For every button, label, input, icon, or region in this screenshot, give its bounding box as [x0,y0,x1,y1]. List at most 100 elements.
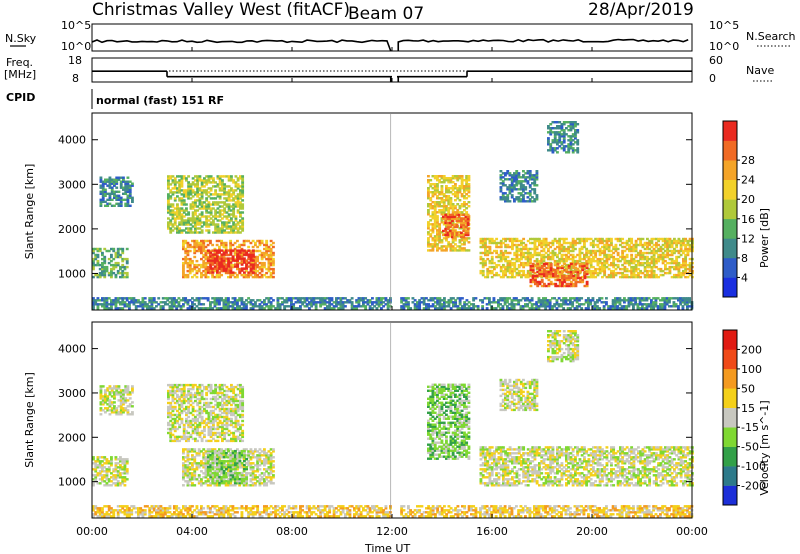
echo-cell [493,261,496,265]
echo-cell [652,307,656,310]
echo-cell [684,253,688,257]
echo-cell [589,301,593,304]
echo-cell [238,245,242,249]
echo-cell [553,135,557,138]
echo-cell [218,227,222,230]
echo-cell [184,241,188,245]
echo-cell [632,305,635,308]
echo-cell [650,269,654,273]
echo-cell [436,245,439,248]
echo-cell [236,239,239,243]
echo-cell [131,198,134,202]
echo-cell [553,141,557,144]
echo-cell [589,269,593,273]
echo-cell [197,267,201,271]
echo-cell [682,261,685,265]
echo-cell [522,174,525,177]
echo-cell [571,239,575,243]
echo-cell [178,231,182,234]
echo-cell [107,257,111,261]
echo-cell [249,307,253,310]
echo-cell [447,177,451,180]
echo-cell [578,257,582,261]
echo-cell [170,297,174,300]
echo-cell [236,253,240,256]
echo-cell [442,217,445,221]
echo-cell [529,259,532,263]
echo-cell [276,297,280,300]
echo-cell [574,133,577,136]
echo-cell [675,273,679,277]
echo-cell [508,261,512,265]
echo-cell [222,259,226,262]
echo-cell [209,259,213,262]
echo-cell [571,257,575,261]
echo-cell [232,229,236,232]
echo-cell [574,243,577,247]
echo-cell [256,305,260,308]
echo-cell [197,241,201,245]
echo-cell [560,249,564,253]
echo-cell [625,253,629,257]
echo-cell [429,245,433,248]
echo-cell [571,303,575,306]
echo-cell [679,263,683,267]
echo-cell [323,303,327,306]
echo-cell [225,263,228,266]
echo-cell [560,129,564,132]
echo-cell [510,180,514,183]
echo-cell [276,305,280,308]
echo-cell [252,265,255,268]
echo-cell [194,209,197,212]
echo-cell [206,299,210,302]
echo-cell [283,299,287,302]
echo-cell [123,275,127,279]
echo-cell [294,307,298,310]
echo-cell [258,299,262,302]
echo-cell [218,249,222,252]
echo-cell [223,221,227,224]
echo-cell [436,183,439,186]
echo-cell [634,255,638,259]
echo-cell [517,192,521,195]
echo-cell [605,255,609,259]
echo-cell [453,215,457,219]
echo-cell [218,255,221,259]
echo-cell [231,259,235,262]
echo-cell [596,301,599,304]
echo-cell [188,269,192,273]
echo-cell [258,303,262,306]
echo-cell [119,200,123,204]
echo-cell [101,200,105,204]
echo-cell [440,299,444,302]
echo-cell [267,305,271,308]
echo-cell [121,468,125,471]
echo-cell [431,211,435,214]
echo-cell [650,259,654,263]
echo-cell [481,299,485,302]
echo-cell [105,269,109,273]
echo-cell [592,241,595,245]
echo-cell [223,229,227,232]
echo-cell [413,307,417,310]
echo-cell [454,185,457,188]
echo-cell [499,178,503,181]
echo-cell [98,456,102,459]
echo-cell [272,251,275,255]
echo-cell [562,297,566,300]
echo-cell [600,301,604,304]
echo-cell [575,299,579,302]
echo-cell [672,301,676,304]
echo-cell [171,209,175,212]
echo-cell [92,247,95,251]
echo-cell [103,273,107,277]
echo-cell [105,299,109,302]
echo-cell [445,179,448,182]
echo-cell [323,301,327,304]
echo-cell [551,239,555,243]
echo-cell [92,456,95,459]
echo-cell [637,267,640,271]
echo-cell [438,227,442,230]
echo-cell [585,282,589,286]
echo-cell [684,271,688,275]
